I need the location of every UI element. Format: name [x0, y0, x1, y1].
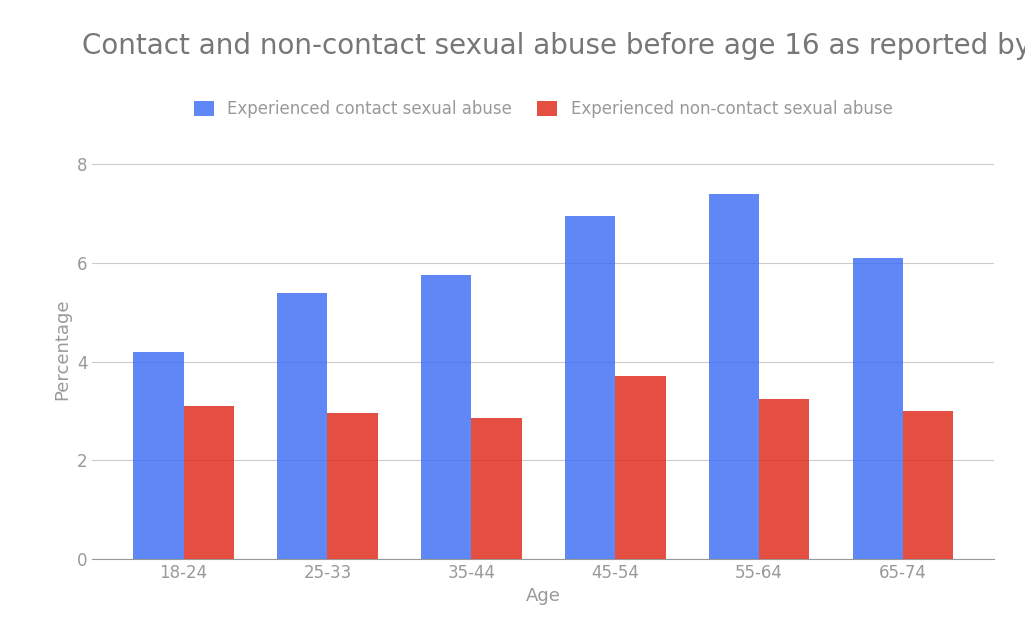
Bar [183, 406, 234, 559]
Legend: Experienced contact sexual abuse, Experienced non-contact sexual abuse: Experienced contact sexual abuse, Experi… [188, 93, 899, 125]
Bar [327, 413, 378, 559]
Bar [615, 377, 665, 559]
Bar [903, 411, 953, 559]
Bar [277, 293, 327, 559]
Bar [708, 194, 760, 559]
Bar [565, 216, 615, 559]
Y-axis label: Percentage: Percentage [53, 298, 71, 400]
X-axis label: Age: Age [526, 587, 561, 605]
Bar [853, 258, 903, 559]
Bar [760, 399, 810, 559]
Bar [472, 418, 522, 559]
Text: Contact and non-contact sexual abuse before age 16 as reported by adults: Contact and non-contact sexual abuse bef… [82, 32, 1025, 60]
Bar [133, 352, 183, 559]
Bar [421, 276, 472, 559]
